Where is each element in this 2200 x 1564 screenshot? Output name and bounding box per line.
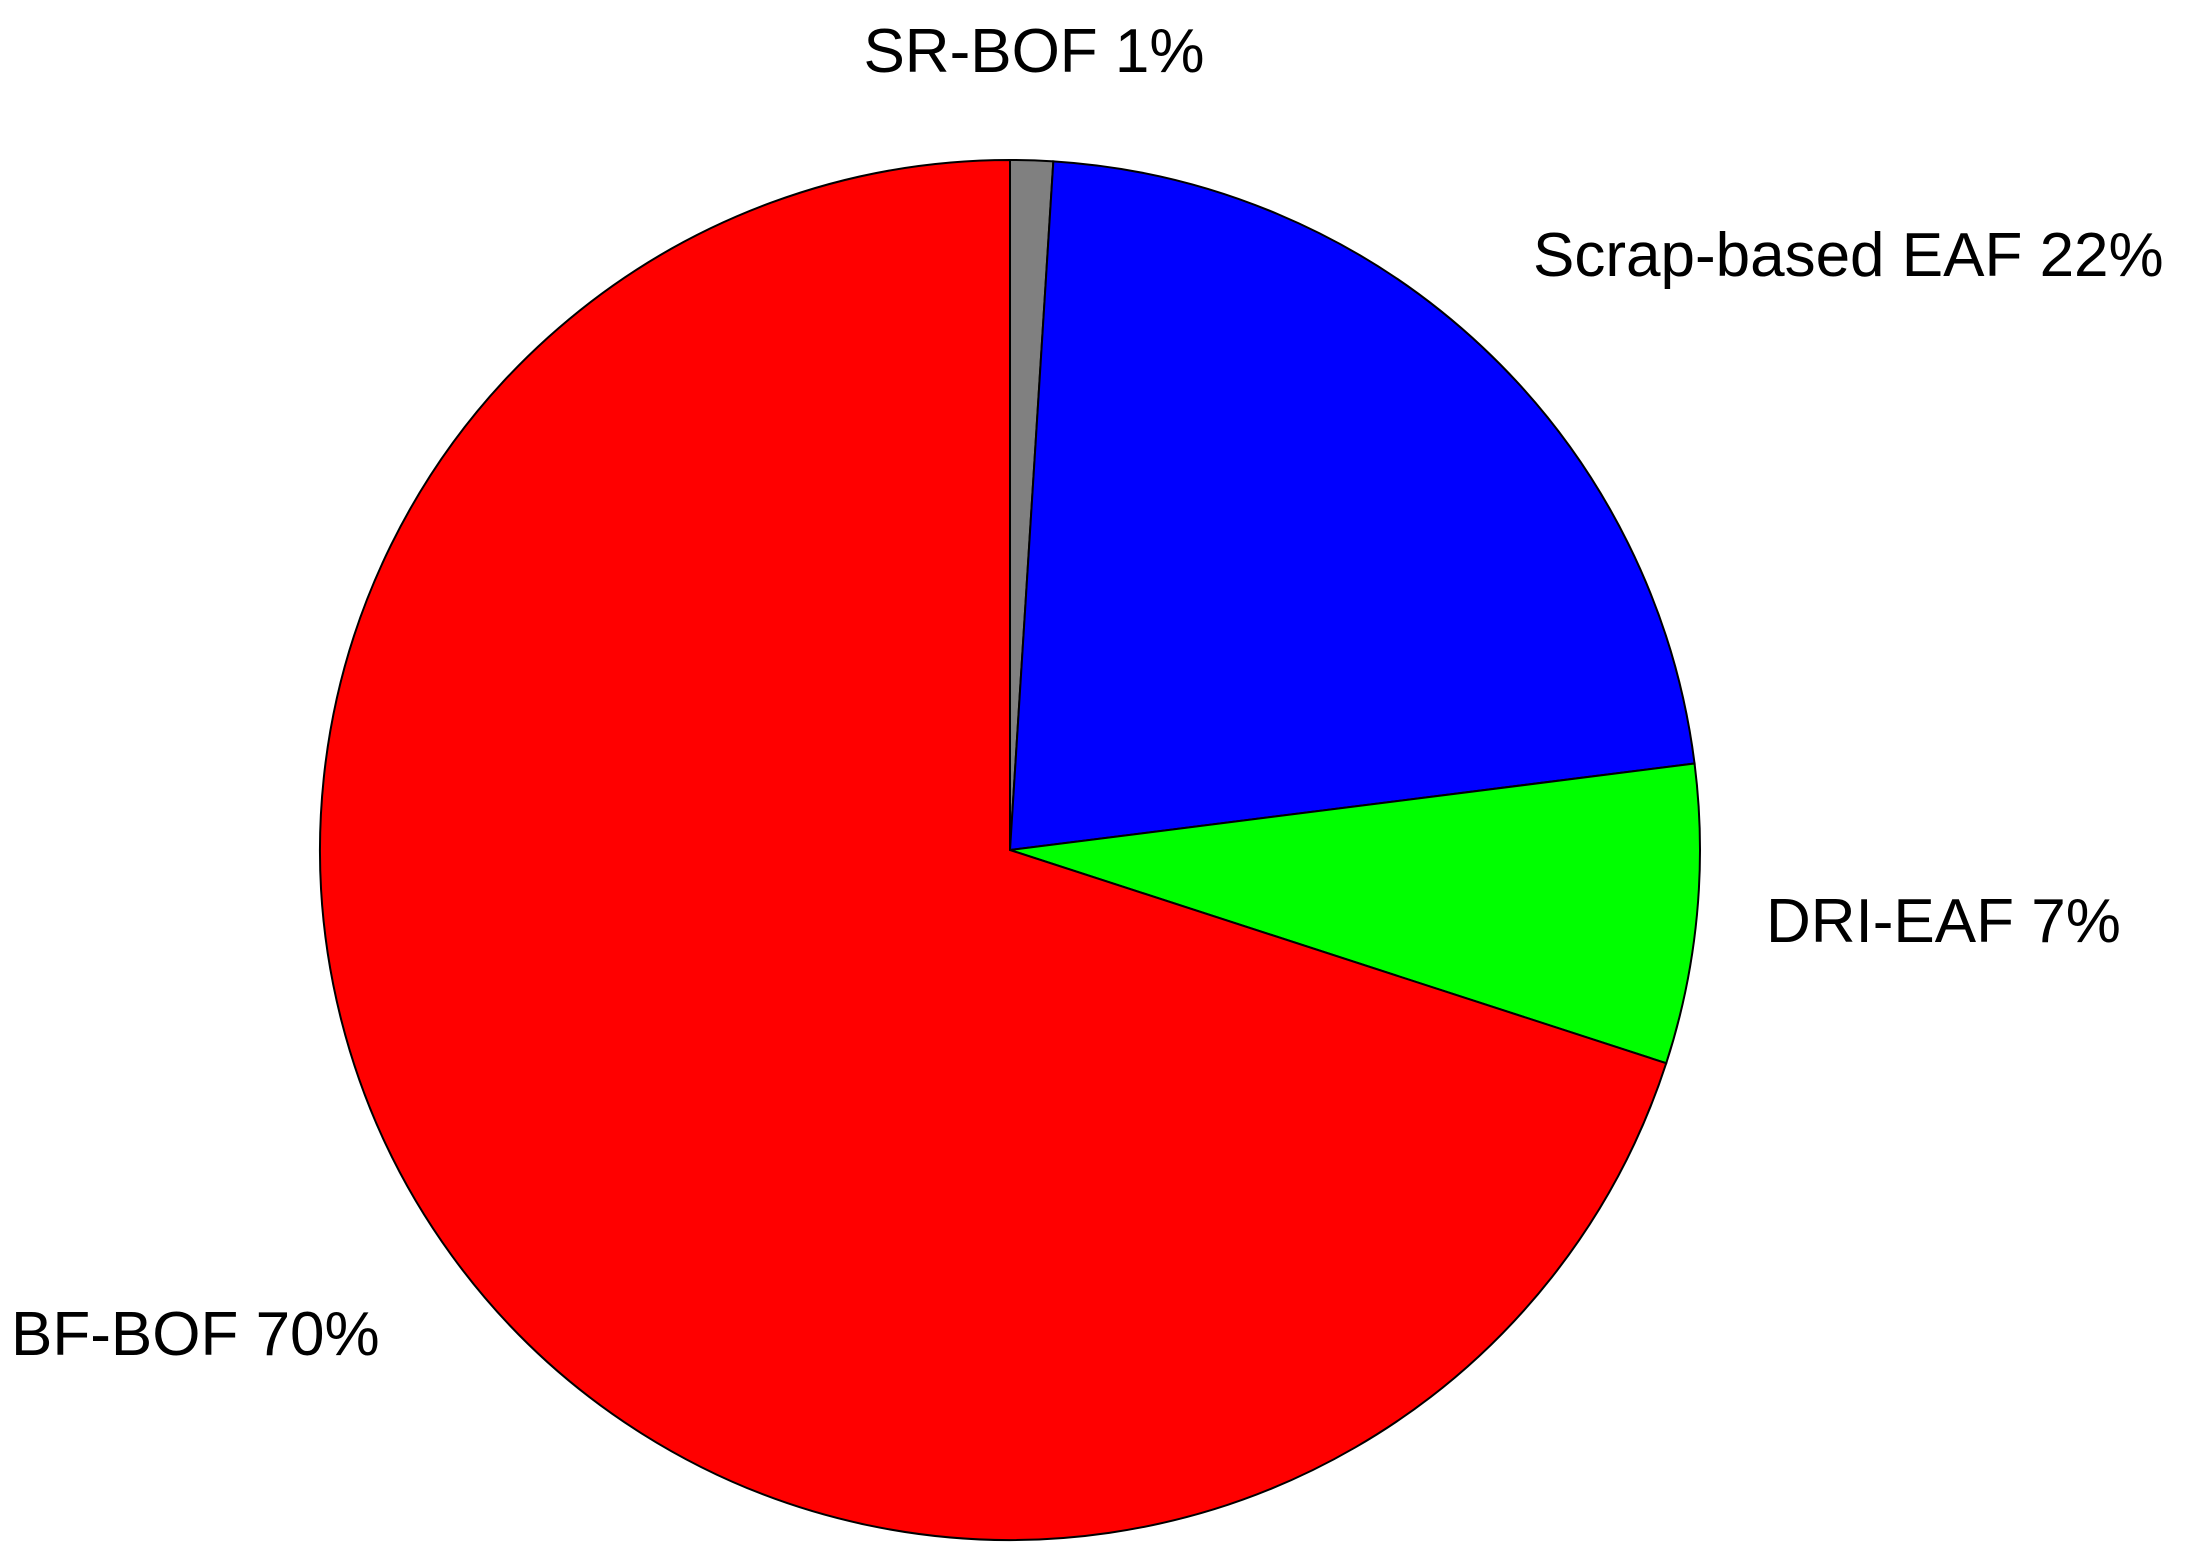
category-label: BF-BOF bbox=[11, 1300, 238, 1369]
slice-label: BF-BOF 70% bbox=[11, 1300, 380, 1369]
pie-slice bbox=[1008, 160, 1696, 852]
value-label: 1% bbox=[1115, 17, 1205, 86]
pie-slice bbox=[1009, 762, 1702, 1065]
pie-slice bbox=[319, 158, 1668, 1541]
category-label: SR-BOF bbox=[863, 17, 1097, 86]
category-label: Scrap-based EAF bbox=[1533, 221, 2022, 290]
slice-label: DRI-EAF 7% bbox=[1766, 887, 2121, 956]
value-label: 22% bbox=[2040, 221, 2164, 290]
category-label: DRI-EAF bbox=[1766, 887, 2014, 956]
value-label: 70% bbox=[256, 1300, 380, 1369]
slice-label: SR-BOF 1% bbox=[863, 17, 1204, 86]
slice-label: Scrap-based EAF 22% bbox=[1533, 221, 2164, 290]
value-label: 7% bbox=[2031, 887, 2121, 956]
